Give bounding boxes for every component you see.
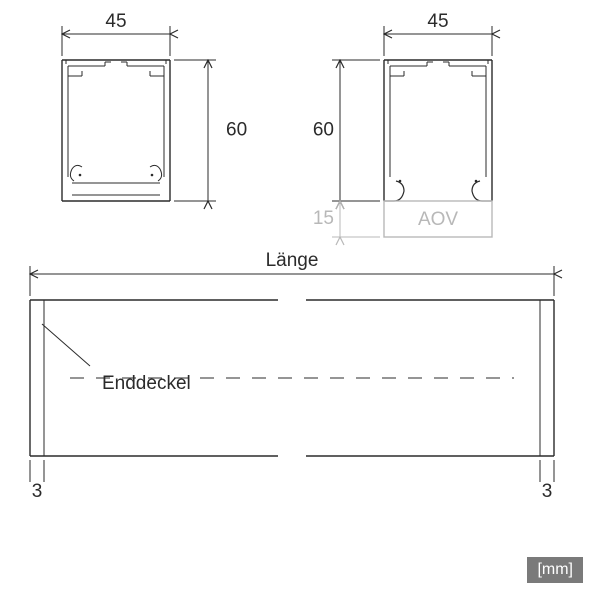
svg-text:3: 3 — [32, 481, 43, 502]
svg-text:45: 45 — [105, 11, 126, 32]
svg-text:60: 60 — [226, 120, 247, 141]
svg-text:Länge: Länge — [266, 250, 319, 271]
svg-text:3: 3 — [542, 481, 553, 502]
svg-text:Enddeckel: Enddeckel — [102, 373, 191, 394]
unit-badge: [mm] — [527, 557, 583, 583]
svg-text:60: 60 — [313, 120, 334, 141]
technical-drawing: 45 60 AOV 45 60 15 Länge Enddeckel 3 3 — [0, 0, 591, 591]
svg-text:15: 15 — [313, 208, 334, 229]
svg-text:AOV: AOV — [418, 209, 458, 230]
svg-text:45: 45 — [427, 11, 448, 32]
